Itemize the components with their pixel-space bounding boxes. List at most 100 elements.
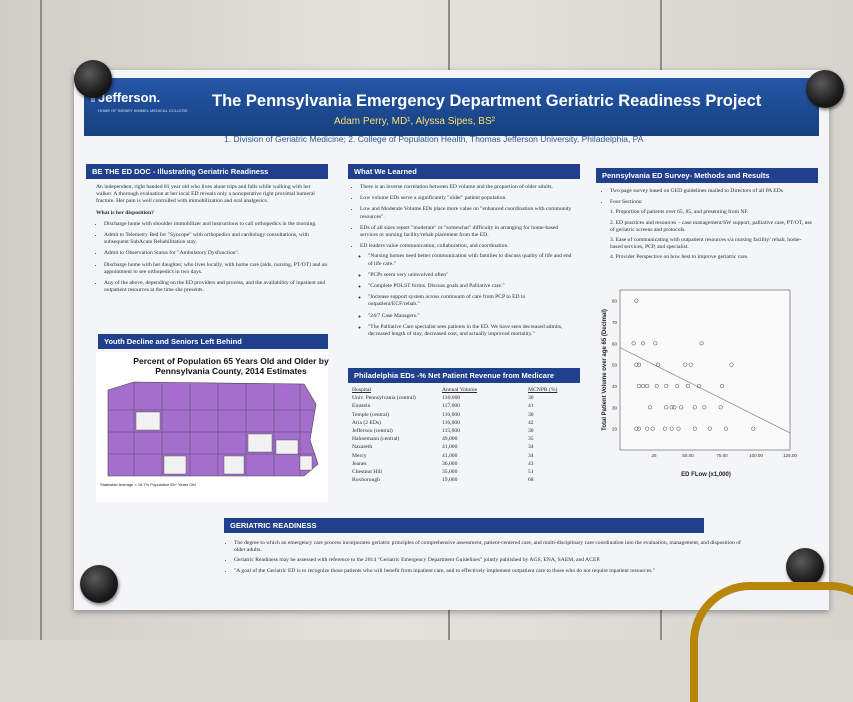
data-point bbox=[631, 341, 636, 346]
list-item: Any of the above, depending on the ED pr… bbox=[104, 280, 328, 294]
data-point bbox=[634, 298, 639, 303]
cell-mcnpr: 41 bbox=[528, 403, 534, 410]
list-item: Low and Moderate Volume EDs place more v… bbox=[360, 206, 574, 220]
data-point bbox=[729, 362, 734, 367]
cell-hospital: Hahnemann (central) bbox=[352, 436, 400, 443]
cell-mcnpr: 34 bbox=[528, 452, 534, 459]
data-point bbox=[707, 426, 712, 431]
list-item-label: ED leaders value communication, collabor… bbox=[360, 243, 509, 250]
list-item: Low volume EDs serve a significantly "ol… bbox=[360, 195, 574, 202]
cell-volume: 35,000 bbox=[442, 468, 458, 475]
scatter-plot: ED FLow (x1,000) Total Patient Volume ov… bbox=[602, 289, 797, 478]
map-title: Percent of Population 65 Years Old and O… bbox=[133, 356, 329, 376]
section-heading: GERIATRIC READINESS bbox=[224, 518, 704, 533]
list-item: There is an inverse correlation between … bbox=[360, 184, 574, 191]
table-row: Hahnemann (central) 49,000 35 bbox=[352, 435, 570, 443]
logo-subtitle: HOME OF SIDNEY KIMMEL MEDICAL COLLEGE bbox=[98, 108, 188, 113]
data-point bbox=[636, 426, 642, 431]
y-tick-label: 80 bbox=[612, 299, 618, 304]
list-item: Discharge home with shoulder immobilizer… bbox=[104, 221, 328, 228]
table-row: Nazareth 41,000 34 bbox=[352, 443, 570, 451]
table-row: Chestnut Hill 35,000 51 bbox=[352, 468, 570, 476]
data-point bbox=[692, 426, 697, 431]
data-point bbox=[634, 426, 639, 431]
cell-hospital: Einstein bbox=[352, 403, 371, 410]
table-row: Univ. Pennsylvania (central) 130,000 30 bbox=[352, 394, 570, 402]
y-tick-label: 30 bbox=[612, 405, 618, 410]
cell-hospital: Jeanes bbox=[352, 460, 367, 467]
pa-map-graphic bbox=[107, 381, 319, 477]
cell-mcnpr: 68 bbox=[528, 477, 534, 484]
cell-volume: 116,000 bbox=[442, 411, 460, 418]
survey-text: Two page survey based on GED guidelines … bbox=[602, 188, 814, 266]
table-row: Aria (2 EDs) 116,000 42 bbox=[352, 419, 570, 427]
cell-hospital: Roxborough bbox=[352, 477, 380, 484]
data-point bbox=[664, 405, 669, 410]
section-item: 3. Ease of communicating with outpatient… bbox=[610, 237, 802, 251]
data-point bbox=[653, 341, 658, 346]
cell-mcnpr: 43 bbox=[528, 460, 534, 467]
case-text: An independent, right handed 81 year old… bbox=[96, 184, 328, 298]
data-point bbox=[650, 426, 655, 431]
research-poster: Jefferson. HOME OF SIDNEY KIMMEL MEDICAL… bbox=[74, 70, 829, 610]
x-tick-label: 125.00 bbox=[783, 453, 797, 458]
cell-hospital: Chestnut Hill bbox=[352, 468, 382, 475]
survey-list: Two page survey based on GED guidelines … bbox=[602, 188, 814, 262]
list-item: Geriatric Readiness may be assessed with… bbox=[234, 557, 744, 564]
disposition-list: Discharge home with shoulder immobilizer… bbox=[96, 221, 328, 295]
table-row: Jeanes 36,000 43 bbox=[352, 460, 570, 468]
cell-volume: 41,000 bbox=[442, 452, 458, 459]
push-pin bbox=[80, 565, 118, 603]
section-list: 1. Proportion of patients over 65, 85, a… bbox=[610, 209, 814, 261]
column-header: MCNPR (%) bbox=[528, 387, 558, 393]
table-row: Jefferson (central) 115,000 30 bbox=[352, 427, 570, 435]
section-item: 4. Provider Perspective on how best to i… bbox=[610, 254, 749, 261]
cell-volume: 117,000 bbox=[442, 403, 460, 410]
cell-volume: 116,000 bbox=[442, 419, 460, 426]
data-point bbox=[724, 426, 729, 431]
data-point bbox=[636, 383, 642, 389]
cell-hospital: Mercy bbox=[352, 452, 367, 459]
y-tick-label: 20 bbox=[612, 427, 618, 432]
list-item: Admit to Observation Status for "Ambulat… bbox=[104, 250, 328, 257]
table-header: Hospital Annual Volume MCNPR (%) bbox=[352, 386, 570, 394]
section-heading: What We Learned bbox=[348, 164, 580, 179]
chair-back bbox=[690, 582, 853, 702]
cell-hospital: Univ. Pennsylvania (central) bbox=[352, 395, 416, 402]
quote-item: "PCPs seem very uninvolved often" bbox=[368, 272, 574, 279]
push-pin bbox=[786, 548, 824, 586]
data-point bbox=[662, 426, 667, 431]
list-item: ED leaders value communication, collabor… bbox=[360, 243, 574, 338]
x-tick-label: 100.00 bbox=[749, 453, 763, 458]
poster-authors: Adam Perry, MD¹, Alyssa Sipes, BS² bbox=[334, 116, 495, 127]
poster-header: Jefferson. HOME OF SIDNEY KIMMEL MEDICAL… bbox=[84, 78, 819, 136]
cell-mcnpr: 30 bbox=[528, 427, 534, 434]
quote-item: "The Palliative Care specialist sees pat… bbox=[368, 324, 574, 338]
cell-volume: 41,000 bbox=[442, 444, 458, 451]
data-point bbox=[676, 426, 681, 431]
plot-area bbox=[619, 289, 791, 451]
data-point bbox=[645, 383, 650, 389]
section-heading: Youth Decline and Seniors Left Behind bbox=[98, 334, 328, 349]
data-point bbox=[669, 426, 674, 431]
cell-hospital: Nazareth bbox=[352, 444, 373, 451]
column-header: Annual Volume bbox=[442, 387, 478, 393]
case-intro: An independent, right handed 81 year old… bbox=[96, 184, 315, 205]
cell-mcnpr: 34 bbox=[528, 444, 534, 451]
map-legend: Statewide Average = 16.7% Population 65+… bbox=[100, 482, 196, 487]
cell-mcnpr: 51 bbox=[528, 468, 534, 475]
data-point bbox=[669, 405, 674, 410]
section-heading: BE THE ED DOC - Illustrating Geriatric R… bbox=[86, 164, 328, 179]
data-point bbox=[641, 383, 646, 389]
table-row: Roxborough 19,000 68 bbox=[352, 476, 570, 484]
jefferson-logo: Jefferson. bbox=[98, 90, 161, 105]
wall-seam bbox=[40, 0, 42, 640]
section-heading: Pennsylvania ED Survey- Methods and Resu… bbox=[596, 168, 818, 183]
y-tick-label: 70 bbox=[612, 320, 618, 325]
case-question: What is her disposition? bbox=[96, 209, 154, 216]
cell-volume: 19,000 bbox=[442, 477, 458, 484]
cell-volume: 115,000 bbox=[442, 427, 460, 434]
poster-affiliations: 1. Division of Geriatric Medicine; 2. Co… bbox=[224, 134, 644, 144]
learned-text: There is an inverse correlation between … bbox=[352, 184, 574, 342]
data-point bbox=[634, 362, 639, 367]
